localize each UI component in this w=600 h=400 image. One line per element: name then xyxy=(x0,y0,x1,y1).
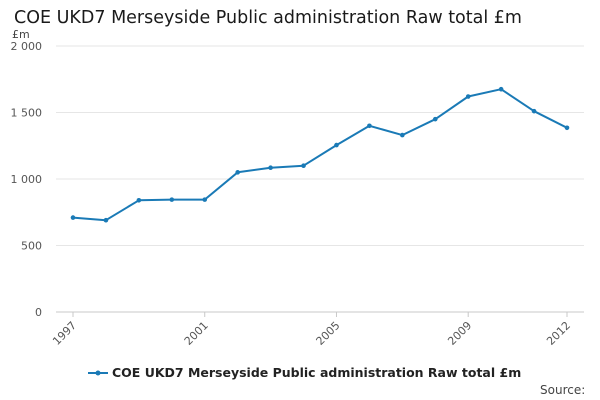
y-axis-unit-label: £m xyxy=(12,28,30,41)
data-point xyxy=(531,108,537,114)
chart-title: COE UKD7 Merseyside Public administratio… xyxy=(14,8,522,28)
data-point xyxy=(564,125,570,131)
y-tick-label: 1 500 xyxy=(11,107,43,120)
x-tick-label: 2005 xyxy=(314,319,343,348)
y-tick-label: 0 xyxy=(35,306,42,319)
tick-labels: 0 500 1 000 1 500 2 000 1997 2001 2005 2009 2012 xyxy=(11,40,574,348)
data-point xyxy=(334,142,339,148)
x-tick-label: 2001 xyxy=(182,319,211,348)
data-point xyxy=(136,197,142,203)
data-point xyxy=(367,123,372,129)
axes xyxy=(56,311,584,317)
data-point xyxy=(498,86,504,92)
x-tick-label: 1997 xyxy=(50,319,79,348)
data-point xyxy=(301,163,306,168)
data-point xyxy=(70,215,76,220)
x-tick-label: 2012 xyxy=(544,319,573,348)
gridlines xyxy=(56,45,584,246)
data-point xyxy=(235,170,240,175)
data-point xyxy=(268,165,273,170)
source-label: Source: xyxy=(540,383,586,397)
data-point xyxy=(465,94,471,99)
legend[interactable]: COE UKD7 Merseyside Public administratio… xyxy=(88,365,521,380)
series-line xyxy=(72,88,568,222)
y-tick-label: 1 000 xyxy=(11,173,43,186)
legend-label: COE UKD7 Merseyside Public administratio… xyxy=(112,365,522,380)
x-tick-label: 2009 xyxy=(445,319,474,348)
data-point xyxy=(432,116,438,122)
y-tick-label: 2 000 xyxy=(11,40,43,53)
y-tick-label: 500 xyxy=(21,240,42,253)
data-point xyxy=(103,217,109,223)
data-point xyxy=(400,132,405,138)
legend-swatch-icon xyxy=(88,370,108,375)
series-layer xyxy=(70,86,570,223)
data-point xyxy=(169,197,175,202)
data-point xyxy=(202,197,208,202)
